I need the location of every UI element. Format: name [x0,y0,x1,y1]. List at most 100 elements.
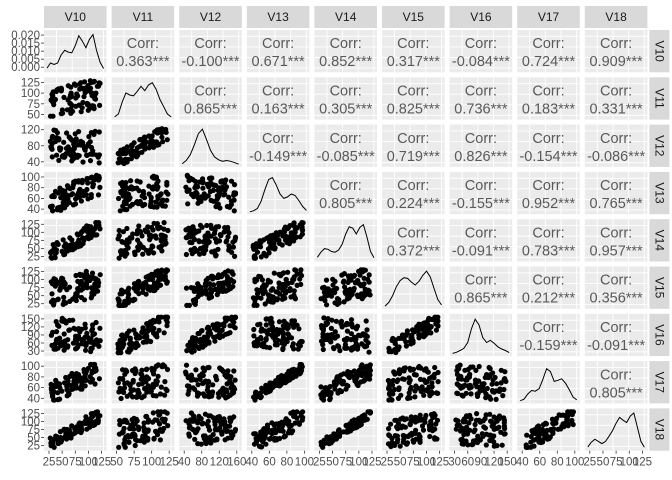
row-strip-label: V18 [652,419,666,441]
panel-V15-V17: Corr: 0.212*** [517,266,580,309]
point [61,284,67,290]
x-tick-label: 25 [43,457,56,469]
x-tick-label: 100 [620,457,639,469]
point [276,271,282,277]
point [295,342,301,348]
point [116,227,122,234]
point [212,236,218,242]
point [205,384,211,390]
panel-V12-V18: Corr: -0.086*** [584,124,648,167]
row-strip-V18: V18 [649,408,670,451]
x-ticks-V17: 40 60 80 100 [516,450,584,469]
panel-V16-V13 [246,313,310,357]
corr-label: Corr: [465,36,497,52]
y-tick-label: 60 [27,338,40,350]
row-strip-label: V17 [652,372,666,394]
point [231,368,237,374]
point [165,227,171,234]
x-tick-label: 100 [565,457,584,469]
panel-background [584,408,648,451]
point [398,392,404,398]
x-tick-label: 125 [92,457,111,469]
point [84,152,90,158]
point [496,424,502,430]
scatter-points-V17-V10 [48,361,102,403]
point [135,229,141,235]
point [210,382,216,388]
point [57,185,63,191]
point [189,346,195,352]
point [336,427,342,433]
scatter-points-V14-V11 [115,220,171,261]
point [226,194,232,200]
y-tick-label: 50 [27,433,40,445]
point [50,392,56,398]
density-line-V11 [114,82,172,118]
point [418,416,424,422]
column-strip-V17: V17 [517,6,580,28]
point [57,287,63,293]
point [187,374,193,380]
point [136,188,142,194]
point [81,339,87,345]
point [90,422,96,428]
panel-V10-V15: Corr: 0.317*** [382,30,445,73]
point [75,278,81,284]
point [344,345,350,351]
y-tick-label: 80 [27,183,40,195]
point [83,347,89,353]
point [82,374,88,380]
strip-background [246,6,310,28]
point [550,420,556,426]
corr-value: 0.952*** [522,196,576,212]
column-strip-V13: V13 [246,6,310,28]
x-tick-label: 150 [498,457,517,469]
point [269,420,275,426]
scatter-points-V17-V11 [115,362,171,402]
y-tick-label: 90 [27,330,40,342]
point [281,226,287,232]
point [71,325,77,331]
point [126,346,132,352]
corr-label: Corr: [262,131,294,147]
point [284,337,290,343]
point [155,373,161,379]
point [273,236,279,242]
point [231,182,238,188]
point [61,139,67,145]
point [73,196,79,202]
point [123,417,129,423]
corr-label: Corr: [600,131,632,147]
point [165,423,171,429]
point [52,96,59,103]
point [269,319,275,325]
point [196,391,202,397]
point [193,377,199,383]
point [280,331,286,337]
point [61,426,67,432]
point [348,331,354,337]
panel-V10-V16: Corr: -0.084*** [449,30,513,73]
point [160,139,166,145]
panel-V14-V14 [314,219,377,262]
point [65,343,71,349]
point [201,368,207,374]
point [217,425,223,431]
point [57,146,63,152]
panel-background [584,266,648,309]
density-line-V17 [520,367,578,402]
point [392,371,398,377]
point [321,397,327,403]
point [462,382,468,388]
y-tick-label: 25 [27,441,40,453]
x-tick-label: 125 [430,457,449,469]
point [157,282,163,288]
point [78,198,84,204]
point [71,141,78,148]
point [187,226,193,232]
corr-value: -0.149*** [249,149,307,165]
y-tick-label: 0.020 [11,30,40,42]
point [250,295,256,301]
strip-background [649,266,670,309]
